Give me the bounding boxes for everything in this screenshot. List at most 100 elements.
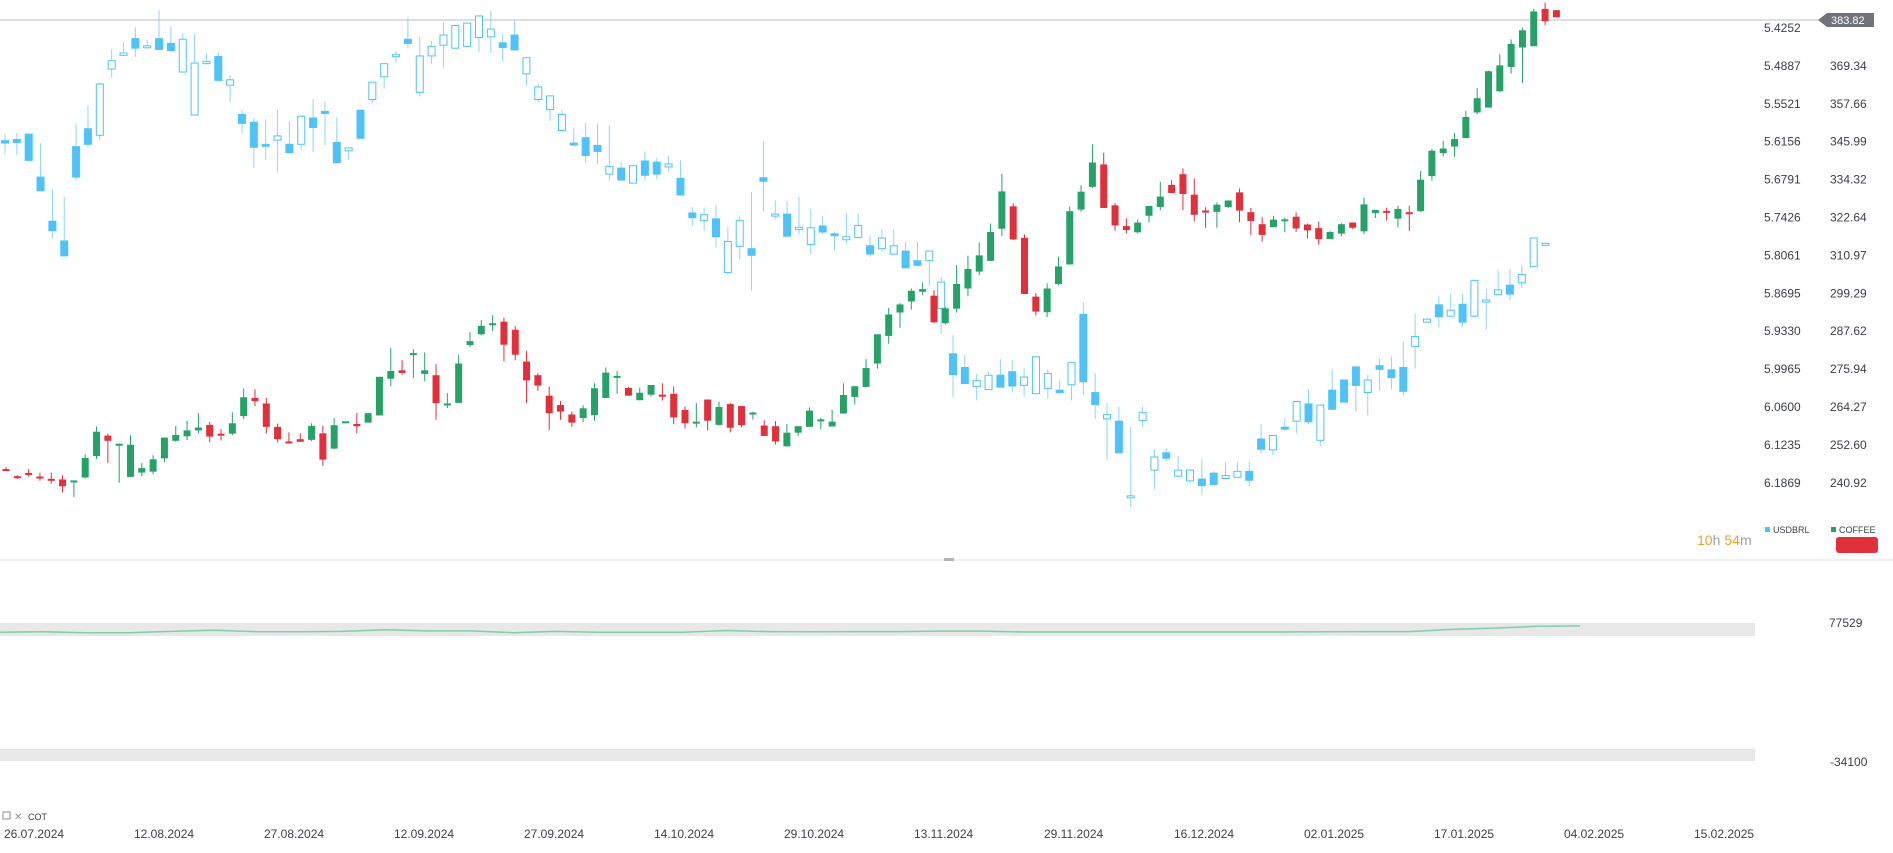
usdbrl-candle xyxy=(475,15,483,38)
coffee-candle xyxy=(274,426,282,440)
coffee-candle xyxy=(1258,224,1266,235)
coffee-candle xyxy=(104,435,112,441)
coffee-candle xyxy=(1315,228,1323,240)
coffee-candle xyxy=(342,421,350,424)
coffee-candle xyxy=(1054,266,1062,284)
usdbrl-candle xyxy=(1268,435,1277,451)
usdbrl-tick-label: 5.8061 xyxy=(1764,248,1801,262)
coffee-candle xyxy=(1156,196,1164,207)
coffee-candle xyxy=(1236,192,1244,211)
usdbrl-candle xyxy=(1126,495,1135,499)
coffee-candle xyxy=(1552,10,1560,18)
coffee-candle xyxy=(1088,162,1096,187)
legend-label-usdbrl: USDBRL xyxy=(1773,525,1810,535)
coffee-candle xyxy=(760,425,768,436)
date-tick-label: 27.08.2024 xyxy=(264,827,324,841)
usdbrl-candle xyxy=(972,380,981,388)
usdbrl-candle xyxy=(1257,438,1266,450)
usdbrl-candle xyxy=(1434,304,1443,318)
usdbrl-candle xyxy=(119,52,128,56)
usdbrl-candle xyxy=(1375,365,1384,370)
usdbrl-candle xyxy=(783,213,792,237)
usdbrl-candle xyxy=(1351,366,1360,386)
coffee-candle xyxy=(1451,139,1459,147)
usdbrl-candle xyxy=(1233,470,1242,478)
usdbrl-candle xyxy=(309,117,318,129)
coffee-candle xyxy=(308,425,316,440)
coffee-candle xyxy=(296,439,304,442)
coffee-candle xyxy=(285,441,293,444)
usdbrl-candle xyxy=(1043,372,1052,389)
usdbrl-candle xyxy=(629,165,638,184)
coffee-candle xyxy=(1439,148,1447,154)
usdbrl-candle xyxy=(1020,376,1029,386)
coffee-candle xyxy=(194,427,202,431)
usdbrl-candle xyxy=(771,213,780,217)
coffee-tick-label: 334.32 xyxy=(1830,173,1867,187)
usdbrl-tick-label: 5.6156 xyxy=(1764,135,1801,149)
usdbrl-candle xyxy=(1541,242,1550,246)
usdbrl-candle xyxy=(83,128,92,145)
usdbrl-candle xyxy=(1150,456,1159,471)
coffee-candle xyxy=(93,431,101,457)
coffee-candle xyxy=(681,409,689,424)
countdown-part: h xyxy=(1713,532,1721,548)
coffee-candle xyxy=(387,370,395,379)
usdbrl-candle xyxy=(557,113,566,132)
usdbrl-candle xyxy=(380,63,389,78)
coffee-series xyxy=(2,2,1560,497)
date-tick-label: 04.02.2025 xyxy=(1564,827,1624,841)
coffee-candle xyxy=(511,329,519,355)
coffee-candle xyxy=(421,370,429,374)
coffee-candle xyxy=(183,430,191,437)
coffee-candle xyxy=(704,399,712,421)
coffee-candle xyxy=(1134,222,1142,233)
date-tick-label: 13.11.2024 xyxy=(914,827,973,841)
usdbrl-candle xyxy=(1103,414,1112,420)
usdbrl-candle xyxy=(1162,452,1171,459)
usdbrl-candle xyxy=(498,42,507,49)
coffee-candle xyxy=(1394,208,1402,219)
coffee-candle xyxy=(1405,212,1413,215)
cot-close-icon: ✕ xyxy=(14,812,22,823)
coffee-candle xyxy=(149,459,157,472)
usdbrl-candle xyxy=(72,146,81,178)
cot-tick-top: 77529 xyxy=(1829,616,1863,630)
coffee-candle xyxy=(919,289,927,292)
coffee-candle xyxy=(851,386,859,397)
usdbrl-tick-label: 5.9965 xyxy=(1764,362,1801,376)
usdbrl-candle xyxy=(913,260,922,266)
legend-swatch-coffee xyxy=(1831,527,1836,532)
usdbrl-candle xyxy=(1328,389,1337,410)
usdbrl-candle xyxy=(664,163,673,168)
coffee-candle xyxy=(670,393,678,418)
usdbrl-tick-label: 6.0600 xyxy=(1764,400,1801,414)
coffee-candle xyxy=(115,443,123,446)
coffee-candle xyxy=(1496,65,1504,92)
panel-resize-handle xyxy=(944,558,954,561)
usdbrl-candle xyxy=(723,241,732,274)
usdbrl-tick-label: 5.8695 xyxy=(1764,286,1801,300)
coffee-candle xyxy=(1077,191,1085,210)
coffee-candle xyxy=(1021,237,1029,295)
coffee-candle xyxy=(1541,8,1549,22)
coffee-candle xyxy=(692,421,700,424)
coffee-candle xyxy=(930,295,938,323)
coffee-candle xyxy=(885,314,893,336)
usdbrl-candle xyxy=(48,220,57,232)
date-tick-label: 12.09.2024 xyxy=(394,827,454,841)
usdbrl-candle xyxy=(1280,426,1289,430)
coffee-tick-label: 310.97 xyxy=(1830,248,1867,262)
usdbrl-candle xyxy=(368,81,377,101)
coffee-candle xyxy=(138,468,146,473)
usdbrl-candle xyxy=(1458,303,1467,323)
coffee-candle xyxy=(523,361,531,381)
coffee-candle xyxy=(353,423,361,427)
usdbrl-tick-label: 5.7426 xyxy=(1764,211,1801,225)
usdbrl-candle xyxy=(854,224,863,238)
usdbrl-candle xyxy=(1292,401,1301,422)
coffee-candle xyxy=(896,304,904,313)
coffee-candle xyxy=(557,405,565,412)
